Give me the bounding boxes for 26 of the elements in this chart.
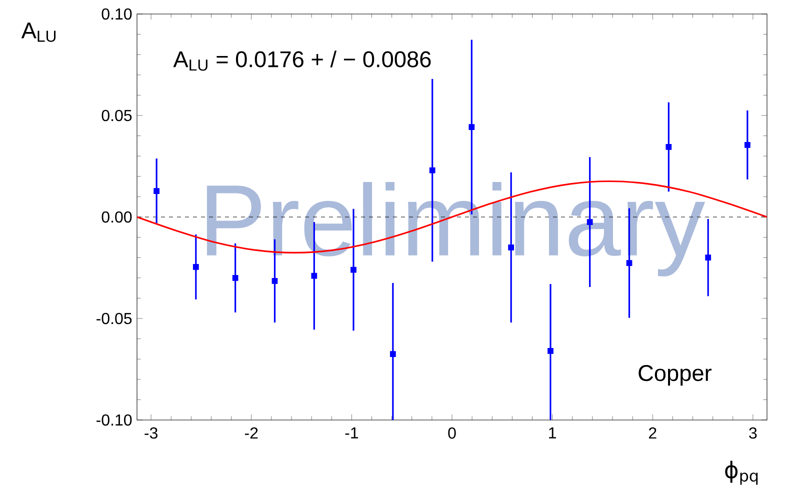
y-tick-label: 0.10 — [102, 8, 132, 20]
annotation: Copper — [638, 365, 712, 386]
x-tick-label: -2 — [244, 427, 258, 439]
x-tick-label: 0 — [448, 427, 456, 439]
point — [192, 264, 199, 270]
x-tick-label: -3 — [144, 427, 158, 439]
point — [705, 254, 712, 261]
y-tick-label: 0.00 — [102, 211, 132, 223]
x-tick-label: 1 — [549, 427, 556, 438]
y-tick-label: 0.05 — [102, 110, 132, 122]
x-tick-label: 2 — [648, 427, 656, 439]
y-axis-title: A$_{LU}$ — [21, 22, 56, 42]
point — [468, 124, 475, 130]
point — [154, 188, 160, 194]
annotation: A$_{LU}$ = 0.0176 + / − 0.0086 — [173, 50, 431, 71]
x-tick-label: -1 — [345, 427, 358, 438]
point — [429, 167, 436, 174]
y-tick-label: -0.05 — [96, 312, 132, 324]
x-tick-label: 3 — [749, 427, 757, 439]
point — [272, 278, 278, 284]
point — [548, 348, 554, 354]
point — [744, 142, 750, 148]
point — [390, 351, 396, 357]
point — [666, 144, 672, 150]
y-tick-label: -0.10 — [96, 414, 132, 426]
x-axis-title: ϕ$_{pq}$ — [725, 460, 758, 485]
